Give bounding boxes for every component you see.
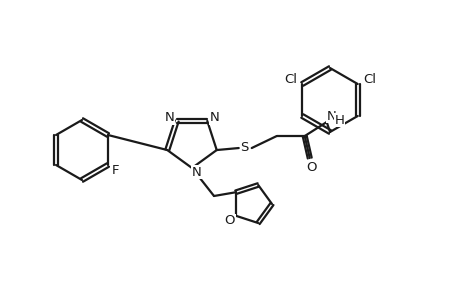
Text: N: N (164, 112, 174, 124)
Text: O: O (306, 160, 316, 173)
Text: S: S (240, 140, 248, 154)
Text: O: O (224, 214, 235, 227)
Text: Cl: Cl (363, 73, 375, 85)
Text: H: H (334, 113, 344, 127)
Text: N: N (192, 166, 202, 178)
Text: N: N (326, 110, 336, 122)
Text: N: N (209, 112, 218, 124)
Text: Cl: Cl (283, 73, 296, 85)
Text: F: F (112, 164, 119, 176)
